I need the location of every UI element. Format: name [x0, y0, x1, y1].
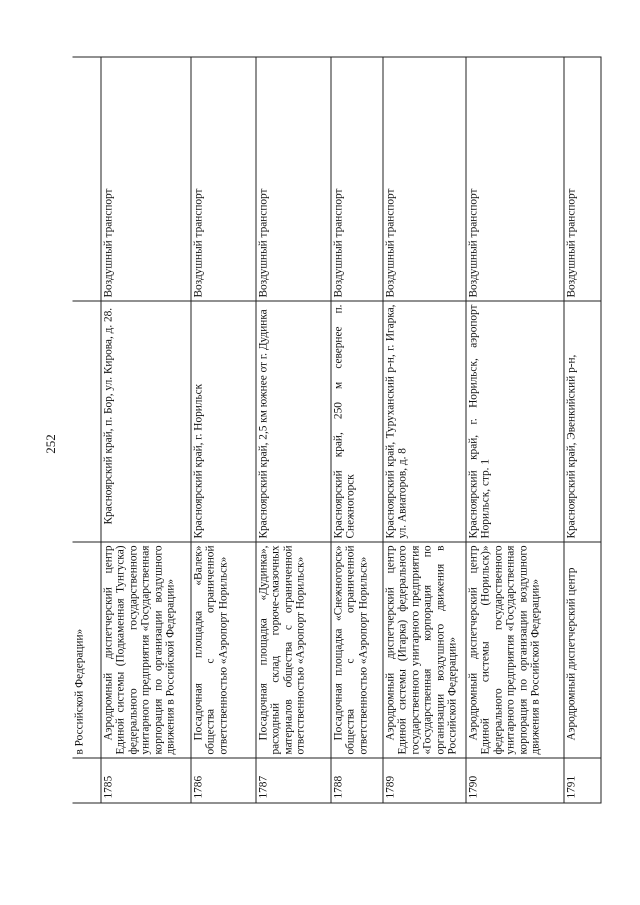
- cell-type: Воздушный транспорт: [465, 56, 563, 301]
- cell-name: Аэродромный диспетчерский центр Единой с…: [382, 541, 465, 758]
- table-row: 1785 Аэродромный диспетчерский центр Еди…: [100, 56, 190, 803]
- cell-address: Красноярский край, г. Норильск, аэропорт…: [465, 300, 563, 542]
- cell-number: [72, 757, 100, 803]
- table-row: 1788 Посадочная площадка «Снежногорск» о…: [330, 56, 382, 803]
- cell-address: Красноярский край, Эвенкийский р-н,: [563, 300, 600, 542]
- cell-type: Воздушный транспорт: [190, 56, 255, 301]
- table-row: 1787 Посадочная площадка «Дудинка», расх…: [255, 56, 330, 803]
- cell-number: 1785: [100, 757, 190, 803]
- cell-type: Воздушный транспорт: [100, 56, 190, 301]
- cell-name: Аэродромный диспетчерский центр: [563, 541, 600, 758]
- table-row: 1791 Аэродромный диспетчерский центр Кра…: [563, 56, 600, 803]
- table-row: 1789 Аэродромный диспетчерский центр Еди…: [382, 56, 465, 803]
- page-clip: в Российской Федерации» 1785 Аэродромный…: [72, 56, 600, 803]
- cell-type: Воздушный транспорт: [382, 56, 465, 301]
- cell-number: 1786: [190, 757, 255, 803]
- cell-address: Красноярский край, Туруханский р-н, г. И…: [382, 300, 465, 542]
- cell-address: Красноярский край, 2,5 км южнее от г. Ду…: [255, 300, 330, 542]
- cell-name: Посадочная площадка «Валек» общества с о…: [190, 541, 255, 758]
- cell-number: 1788: [330, 757, 382, 803]
- objects-table: в Российской Федерации» 1785 Аэродромный…: [72, 56, 601, 803]
- cell-type: Воздушный транспорт: [255, 56, 330, 301]
- cell-type: [72, 56, 100, 301]
- cell-address: Красноярский край, г. Норильск: [190, 300, 255, 542]
- rotated-table: в Российской Федерации» 1785 Аэродромный…: [72, 56, 600, 803]
- table-row: 1790 Аэродромный диспетчерский центр Еди…: [465, 56, 563, 803]
- cell-address: Красноярский край, 250 м севернее п. Сне…: [330, 300, 382, 542]
- cell-name: Аэродромный диспетчерский центр Единой с…: [465, 541, 563, 758]
- cell-name: Посадочная площадка «Дудинка», расходный…: [255, 541, 330, 758]
- cell-number: 1790: [465, 757, 563, 803]
- cell-name: Посадочная площадка «Снежногорск» общест…: [330, 541, 382, 758]
- table-row-continuation: в Российской Федерации»: [72, 56, 100, 803]
- cell-number: 1787: [255, 757, 330, 803]
- cell-name: в Российской Федерации»: [72, 541, 100, 758]
- table-row: 1786 Посадочная площадка «Валек» обществ…: [190, 56, 255, 803]
- cell-name: Аэродромный диспетчерский центр Единой с…: [100, 541, 190, 758]
- cell-address: [72, 300, 100, 542]
- cell-number: 1789: [382, 757, 465, 803]
- cell-type: Воздушный транспорт: [330, 56, 382, 301]
- cell-address: Красноярский край, п. Бор, ул. Кирова, д…: [100, 300, 190, 542]
- cell-number: 1791: [563, 757, 600, 803]
- cell-type: Воздушный транспорт: [563, 56, 600, 301]
